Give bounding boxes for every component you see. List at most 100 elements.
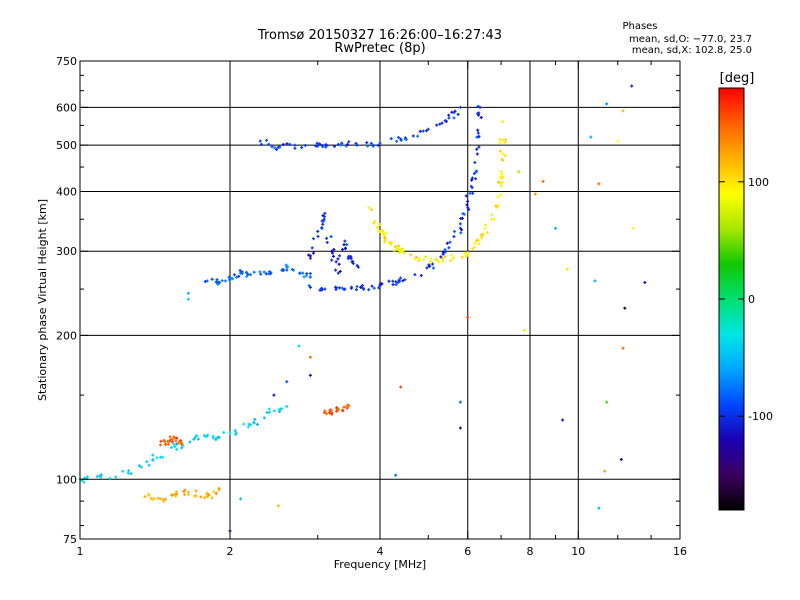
data-point [220,279,224,283]
data-point [304,274,308,278]
colorbar: [deg] 100 0 -100 [718,71,773,511]
data-point [143,495,147,499]
data-point [378,223,382,227]
data-point [151,453,155,457]
data-point [301,271,305,275]
y-tick-label: 500 [56,139,77,152]
data-point [381,228,385,232]
data-point [501,120,505,124]
data-point [373,219,377,223]
data-point [240,272,244,276]
data-point [321,145,325,149]
data-point [458,105,462,109]
data-point [378,284,382,288]
data-point [343,287,347,291]
data-point [196,437,200,441]
data-point [152,497,156,501]
data-point [249,423,253,427]
data-point [237,274,241,278]
data-point [479,233,483,237]
data-point [242,422,246,426]
phase-stats-o-mode: mean, sd,O: −77.0, 23.7 [629,34,752,45]
data-point [565,267,569,271]
data-point [207,493,211,497]
data-point [370,284,374,288]
data-point [332,254,336,258]
y-tick-label: 300 [56,245,77,258]
data-point [351,262,355,266]
data-point [380,282,384,286]
data-point [458,426,462,430]
data-point [258,270,262,274]
data-point [621,346,625,350]
data-point [471,176,475,180]
data-point [334,285,338,289]
data-point [477,242,481,246]
data-point [340,141,344,145]
data-point [369,141,373,145]
data-point [249,273,253,277]
phase-stats-x-mode: mean, sd,X: 102.8, 25.0 [631,45,752,56]
data-point [215,278,219,282]
data-point [466,206,470,210]
data-point [214,491,218,495]
data-point [425,129,429,133]
data-point [503,154,507,158]
data-point [605,102,609,106]
data-point [371,221,375,225]
data-point [316,229,320,233]
data-point [170,437,174,441]
y-tick-label: 100 [56,473,77,486]
data-point [335,409,339,413]
data-point [418,129,422,133]
data-point [172,442,176,446]
data-point [231,277,235,281]
data-point [285,142,289,146]
data-point [438,122,442,126]
data-point [360,284,364,288]
data-point [499,193,503,197]
data-point [149,496,153,500]
data-point [350,260,354,264]
data-point [337,286,341,290]
data-point [159,455,163,459]
data-point [466,315,470,319]
data-point [378,229,382,233]
data-point [246,425,250,429]
data-point [325,412,329,416]
data-point [151,457,155,461]
data-point [501,152,505,156]
data-point [293,146,297,150]
data-point [431,262,435,266]
data-point [127,469,131,473]
data-point [186,490,190,494]
data-point [211,434,215,438]
data-point [186,493,190,497]
data-point [288,142,292,146]
data-point [321,214,325,218]
data-point [553,226,557,230]
data-point [423,255,427,259]
data-point [409,253,413,257]
data-point [376,143,380,147]
data-point [262,416,266,420]
data-point [129,472,133,476]
data-point [343,239,347,243]
data-point [403,278,407,282]
data-point [336,257,340,261]
data-point [336,142,340,146]
data-point [265,138,269,142]
data-point [384,231,388,235]
data-point [193,436,197,440]
data-point [643,281,647,285]
data-point [203,280,207,284]
data-point [472,172,476,176]
data-point [391,279,395,283]
data-point [246,272,250,276]
data-point [395,139,399,143]
data-point [308,355,312,359]
data-point [474,177,478,181]
data-point [121,469,125,473]
data-point [371,143,375,147]
data-point [479,115,483,119]
